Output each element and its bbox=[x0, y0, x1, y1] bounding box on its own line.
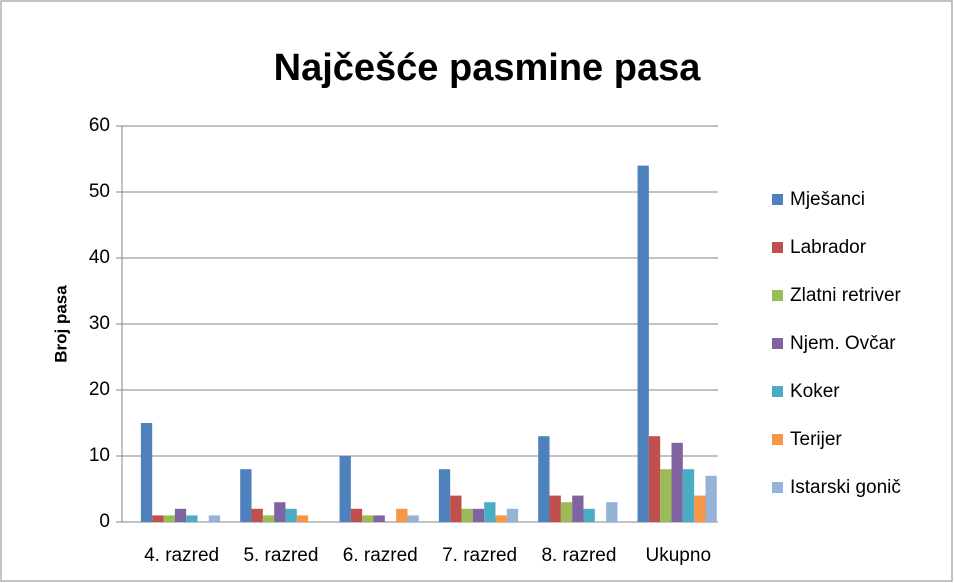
legend-label: Mješanci bbox=[790, 189, 865, 210]
y-tick-label: 10 bbox=[89, 445, 110, 466]
bar bbox=[694, 495, 706, 522]
y-tick-label: 60 bbox=[89, 115, 110, 136]
bar bbox=[373, 515, 385, 522]
y-tick-label: 0 bbox=[99, 511, 110, 532]
bar bbox=[472, 508, 485, 522]
bar bbox=[484, 502, 496, 522]
bar bbox=[152, 515, 164, 522]
bar bbox=[572, 495, 584, 522]
bar bbox=[648, 436, 661, 522]
x-tick-label: 6. razred bbox=[343, 545, 418, 566]
x-tick-label: 5. razred bbox=[243, 545, 318, 566]
bar bbox=[262, 515, 275, 522]
y-tick-label: 20 bbox=[89, 379, 110, 400]
bar bbox=[251, 508, 263, 522]
bar bbox=[682, 469, 695, 522]
bar bbox=[140, 423, 153, 522]
bar bbox=[705, 475, 717, 522]
legend-swatch bbox=[772, 434, 783, 445]
legend-swatch bbox=[772, 194, 783, 205]
bar bbox=[362, 515, 374, 522]
bar bbox=[274, 502, 286, 522]
bar bbox=[560, 502, 573, 522]
bar bbox=[240, 469, 252, 522]
legend-label: Labrador bbox=[790, 237, 867, 258]
y-tick-label: 50 bbox=[89, 181, 110, 202]
x-tick-label: 4. razred bbox=[144, 545, 219, 566]
bar bbox=[495, 515, 507, 522]
bar bbox=[396, 508, 408, 522]
legend-swatch bbox=[772, 242, 783, 253]
chart-title: Najčešće pasmine pasa bbox=[274, 47, 702, 89]
y-tick-label: 30 bbox=[89, 313, 110, 334]
bar bbox=[296, 515, 309, 522]
legend-label: Zlatni retriver bbox=[790, 285, 902, 306]
legend-label: Terijer bbox=[790, 429, 842, 450]
bar bbox=[660, 469, 672, 522]
bar bbox=[438, 469, 451, 522]
y-axis-label: Broj pasa bbox=[51, 285, 70, 363]
legend-label: Istarski gonič bbox=[790, 477, 901, 498]
legend-swatch bbox=[772, 338, 783, 349]
bar bbox=[350, 508, 363, 522]
legend-swatch bbox=[772, 386, 783, 397]
bar bbox=[285, 508, 297, 522]
legend-swatch bbox=[772, 482, 783, 493]
bar bbox=[549, 495, 561, 522]
bar bbox=[461, 508, 473, 522]
bar bbox=[450, 495, 462, 522]
bar bbox=[208, 515, 221, 522]
bar bbox=[671, 442, 683, 522]
legend-label: Koker bbox=[790, 381, 840, 402]
bar bbox=[163, 515, 175, 522]
y-tick-label: 40 bbox=[89, 247, 110, 268]
bar bbox=[506, 508, 519, 522]
bar bbox=[583, 508, 595, 522]
x-tick-label: 7. razred bbox=[442, 545, 517, 566]
bar bbox=[174, 508, 187, 522]
bar bbox=[637, 165, 649, 522]
x-tick-label: 8. razred bbox=[541, 545, 616, 566]
bar bbox=[339, 456, 351, 522]
bar bbox=[606, 502, 618, 522]
bar bbox=[186, 515, 198, 522]
legend-swatch bbox=[772, 290, 783, 301]
bar bbox=[538, 436, 550, 522]
bar bbox=[407, 515, 419, 522]
x-tick-label: Ukupno bbox=[646, 545, 712, 566]
legend-label: Njem. Ovčar bbox=[790, 333, 896, 354]
